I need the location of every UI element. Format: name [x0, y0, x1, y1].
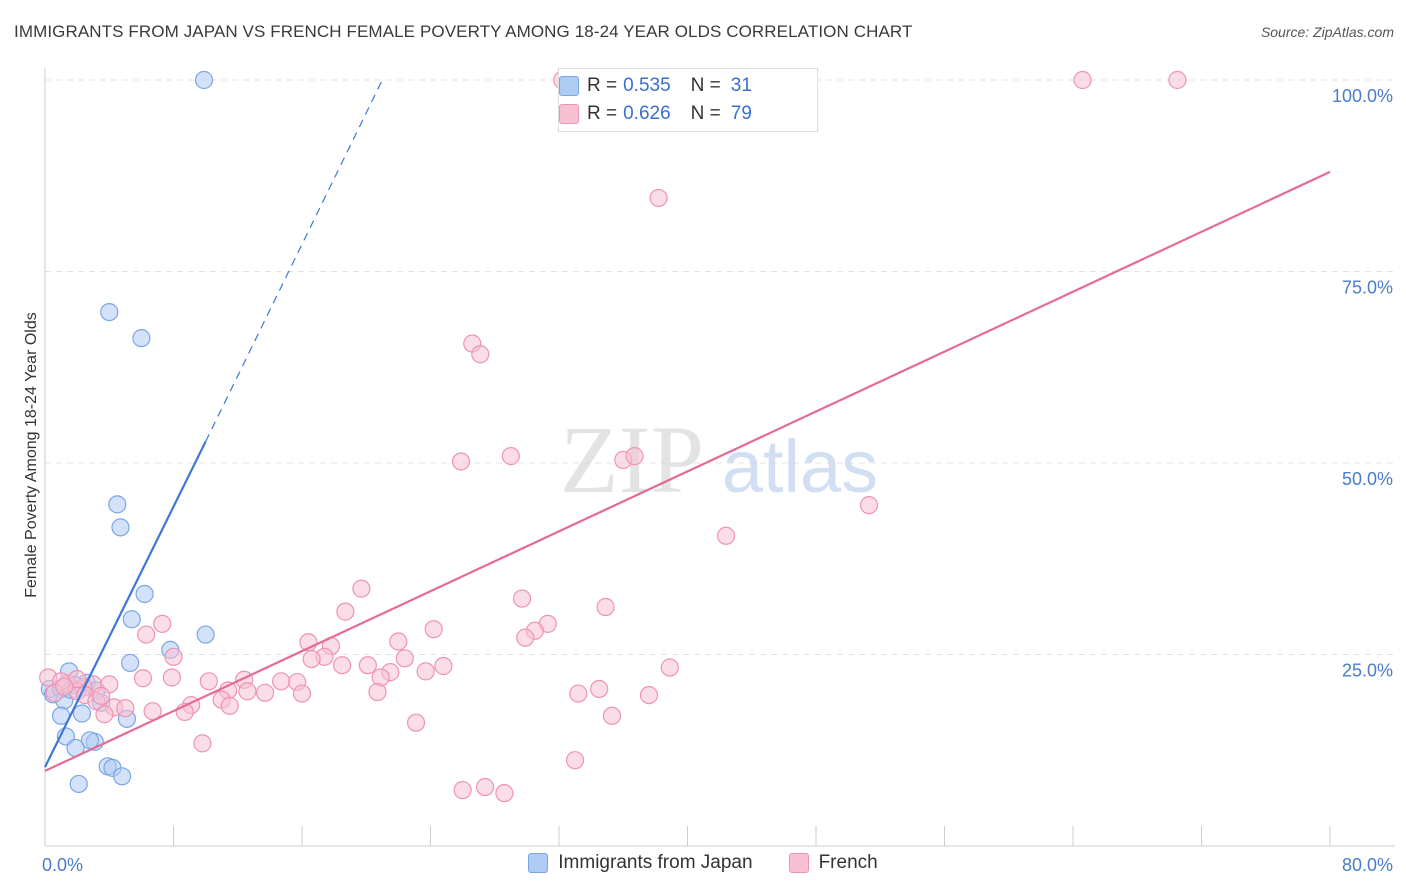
point-french	[199, 672, 218, 691]
legend-r-label: R =	[587, 103, 618, 124]
tick-labels: 25.0% 50.0% 75.0% 100.0% 0.0% 80.0%	[42, 86, 1393, 875]
legend-row-japan: R = 0.535 N = 31	[559, 74, 752, 98]
trend-line-french	[44, 170, 1331, 772]
point-japan	[108, 495, 127, 514]
point-french	[516, 628, 535, 647]
point-french	[625, 447, 644, 466]
axes	[44, 68, 1395, 847]
correlation-legend: R = 0.535 N = 31 R = 0.626 N = 79	[558, 68, 818, 132]
point-japan	[100, 302, 119, 322]
point-japan	[112, 767, 132, 786]
legend-row-french: R = 0.626 N = 79	[559, 102, 752, 126]
series-legend-japan: Immigrants from Japan	[528, 852, 753, 874]
point-french	[162, 668, 181, 687]
point-french	[358, 656, 377, 675]
point-japan	[69, 774, 88, 794]
legend-n-label: N =	[690, 75, 721, 96]
legend-r-value-japan: 0.535	[623, 75, 671, 96]
point-french	[660, 658, 679, 677]
point-french	[859, 496, 879, 515]
point-french	[434, 656, 453, 676]
point-japan	[72, 704, 92, 723]
point-french	[395, 649, 414, 668]
point-french	[133, 669, 153, 688]
point-french	[116, 699, 135, 718]
chart-title: IMMIGRANTS FROM JAPAN VS FRENCH FEMALE P…	[14, 22, 913, 41]
point-french	[416, 662, 435, 681]
point-french	[292, 684, 312, 703]
point-french	[352, 579, 371, 598]
point-french	[55, 677, 74, 696]
point-japan	[111, 518, 130, 537]
y-tick-label: 100.0%	[1332, 86, 1393, 106]
point-french	[1073, 70, 1092, 90]
point-french	[302, 649, 321, 669]
x-tick-label: 80.0%	[1342, 855, 1393, 875]
point-french	[95, 705, 114, 724]
point-japan	[194, 70, 214, 90]
legend-n-label: N =	[690, 103, 721, 124]
legend-n-value-french: 79	[730, 103, 752, 124]
point-french	[368, 682, 387, 702]
series-legend-french: French	[788, 852, 878, 874]
legend-r-label: R =	[587, 75, 618, 96]
point-french	[476, 777, 495, 797]
trend-line-japan	[44, 441, 207, 768]
point-japan	[132, 329, 151, 348]
point-french	[451, 452, 471, 471]
point-french	[137, 625, 156, 644]
point-french	[602, 706, 622, 725]
point-french	[495, 784, 514, 803]
legend-r-value-french: 0.626	[623, 103, 671, 124]
point-french	[272, 672, 291, 691]
gridlines	[45, 79, 1395, 655]
series-label-french: French	[818, 852, 878, 873]
trend-lines	[44, 79, 1331, 772]
point-japan	[135, 584, 154, 604]
legend-swatch-japan	[559, 76, 579, 96]
point-french	[389, 632, 408, 651]
point-french	[512, 589, 532, 608]
y-tick-label: 75.0%	[1342, 278, 1393, 298]
point-french	[336, 602, 355, 621]
point-japan	[196, 625, 215, 644]
point-french	[220, 696, 239, 715]
legend-n-value-japan: 31	[730, 75, 752, 96]
point-french	[565, 751, 585, 770]
point-french	[453, 780, 472, 800]
trend-line-japan-extension	[205, 79, 383, 442]
point-french	[193, 734, 212, 753]
point-french	[255, 683, 275, 702]
watermark-atlas: atlas	[722, 425, 878, 508]
y-tick-label: 25.0%	[1342, 661, 1393, 681]
point-french	[333, 656, 352, 675]
y-tick-label: 50.0%	[1342, 469, 1393, 489]
point-french	[153, 614, 172, 633]
point-french	[649, 188, 668, 208]
series-swatch-japan	[528, 853, 549, 873]
x-tick-label: 0.0%	[42, 855, 83, 875]
point-japan	[121, 653, 140, 673]
point-japan	[122, 610, 141, 629]
source-label: Source: ZipAtlas.com	[1260, 24, 1394, 40]
point-french	[164, 647, 183, 666]
point-french	[424, 620, 443, 639]
series-swatch-french	[788, 853, 809, 873]
point-french	[406, 713, 426, 732]
series-legend: Immigrants from Japan French	[0, 852, 1406, 874]
legend-swatch-french	[559, 104, 579, 124]
point-french	[716, 526, 736, 545]
point-french	[1168, 70, 1187, 90]
series-label-japan: Immigrants from Japan	[558, 852, 753, 873]
point-french	[92, 686, 111, 705]
point-french	[238, 682, 257, 701]
point-french	[569, 684, 588, 703]
point-french	[596, 597, 615, 617]
point-french	[501, 447, 520, 466]
point-french	[639, 685, 659, 705]
point-french	[471, 345, 490, 364]
watermark: ZIP atlas	[560, 406, 878, 513]
point-french	[590, 679, 609, 699]
